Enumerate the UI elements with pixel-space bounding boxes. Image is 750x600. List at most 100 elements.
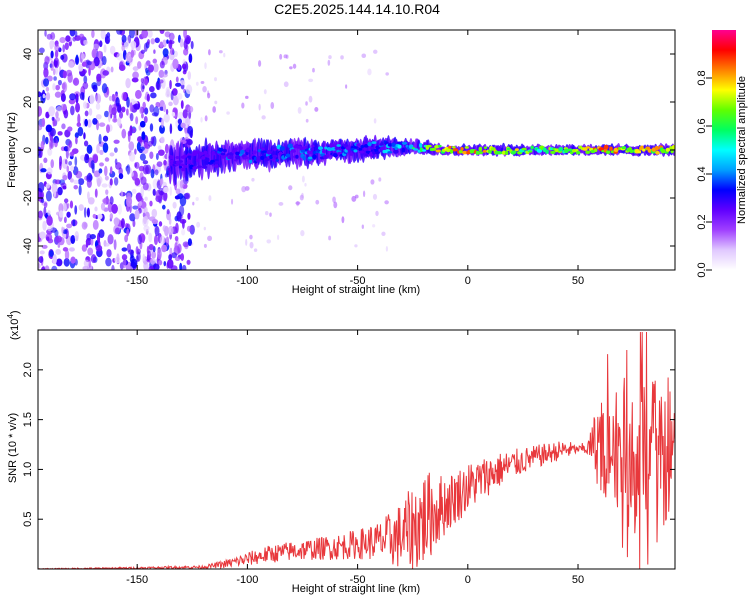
spectrogram-cell xyxy=(83,259,90,268)
spectrogram-cell xyxy=(152,58,158,64)
spectrogram-cell xyxy=(55,248,62,255)
spectrogram-cell xyxy=(131,188,137,194)
spectrogram-cell xyxy=(187,238,192,247)
spectrogram-cell xyxy=(351,195,357,202)
spectrogram-xtick-label: 50 xyxy=(572,275,584,287)
spectrogram-cell xyxy=(129,125,133,136)
spectrogram-cell xyxy=(528,150,533,153)
spectrogram-cell xyxy=(83,75,88,84)
spectrogram-cell xyxy=(147,250,152,260)
spectrogram-cell xyxy=(79,92,85,100)
spectrogram-cell xyxy=(38,210,43,219)
spectrogram-cell xyxy=(102,70,110,76)
spectrogram-cell xyxy=(136,141,141,152)
spectrogram-cell xyxy=(92,84,98,93)
spectrogram-cell xyxy=(367,142,372,147)
spectrogram-cell xyxy=(121,247,128,252)
spectrogram-cell xyxy=(205,157,210,162)
spectrogram-cell xyxy=(161,244,168,253)
spectrogram-cell xyxy=(53,57,60,69)
spectrogram-cell xyxy=(88,108,93,116)
spectrogram-cell xyxy=(74,132,79,139)
spectrogram-cell xyxy=(665,147,671,152)
spectrogram-cell xyxy=(290,150,296,153)
spectrogram-cell xyxy=(126,196,133,207)
spectrogram-cell xyxy=(126,108,129,116)
spectrogram-cell xyxy=(148,265,155,270)
spectrogram-cell xyxy=(159,124,165,134)
spectrogram-cell xyxy=(104,35,111,45)
spectrogram-cell xyxy=(295,201,301,205)
colorbar-tick-label: 0.2 xyxy=(696,214,708,229)
spectrogram-cell xyxy=(153,63,159,73)
spectrogram-cell xyxy=(66,165,70,173)
spectrogram-cell xyxy=(75,102,80,113)
spectrogram-cell xyxy=(181,63,187,70)
spectrogram-cell xyxy=(642,148,646,152)
spectrogram-cell xyxy=(92,43,100,50)
spectrogram-cell xyxy=(132,66,139,71)
spectrogram-cell xyxy=(43,202,48,208)
spectrogram-cell xyxy=(311,144,316,148)
spectrogram-cell xyxy=(211,150,216,156)
spectrogram-cell xyxy=(45,124,53,133)
spectrogram-cell xyxy=(51,116,55,121)
spectrogram-cell xyxy=(129,30,135,39)
spectrogram-cell xyxy=(70,165,75,172)
spectrogram-cell xyxy=(62,174,68,181)
spectrogram-cell xyxy=(210,159,216,163)
spectrogram-cell xyxy=(169,123,173,135)
spectrogram-cell xyxy=(59,36,66,44)
spectrogram-cell xyxy=(183,48,189,56)
spectrogram-cell xyxy=(327,59,331,66)
spectrogram-cell xyxy=(81,221,88,230)
spectrogram-cell xyxy=(88,174,93,181)
spectrogram-cell xyxy=(170,90,174,101)
spectrogram-cell xyxy=(218,147,224,152)
spectrogram-cell xyxy=(245,95,249,99)
snr-xtick-label: -150 xyxy=(126,574,148,586)
spectrogram-cell xyxy=(61,123,66,130)
spectrogram-cell xyxy=(201,165,208,169)
spectrogram-cell xyxy=(86,60,92,66)
spectrogram-cell xyxy=(163,113,170,123)
spectrogram-cell xyxy=(261,150,267,154)
spectrogram-cell xyxy=(445,147,451,153)
spectrogram-cell xyxy=(261,115,266,120)
spectrogram-cell xyxy=(143,215,147,225)
spectrogram-cell xyxy=(109,166,113,174)
spectrogram-cell xyxy=(94,206,98,212)
spectrogram-cell xyxy=(96,175,103,185)
spectrogram-cell xyxy=(105,189,109,195)
spectrogram-cell xyxy=(326,153,330,157)
spectrogram-cell xyxy=(86,144,93,155)
spectrogram-cell xyxy=(234,159,238,162)
spectrogram-cell xyxy=(371,141,377,144)
spectrogram-cell xyxy=(44,30,47,37)
spectrogram-cell xyxy=(266,149,272,155)
spectrogram-cell xyxy=(69,200,74,209)
spectrogram-cell xyxy=(104,242,110,247)
spectrogram-cell xyxy=(384,200,389,205)
spectrogram-cell xyxy=(87,197,95,205)
spectrogram-cell xyxy=(81,244,87,252)
spectrogram-cell xyxy=(362,190,366,198)
colorbar-label: Normalized spectral amplitude xyxy=(736,76,748,224)
spectrogram-cell xyxy=(168,32,175,41)
spectrogram-cell xyxy=(283,54,288,59)
spectrogram-cell xyxy=(143,206,148,214)
spectrogram-cell xyxy=(187,159,192,164)
spectrogram-cell xyxy=(144,78,148,86)
spectrogram-cell xyxy=(108,111,111,123)
spectrogram-cell xyxy=(45,136,49,145)
spectrogram-cell xyxy=(385,246,389,252)
spectrogram-cell xyxy=(84,110,89,117)
spectrogram-cell xyxy=(204,153,210,158)
spectrogram-cell xyxy=(84,154,90,164)
spectrogram-cell xyxy=(38,146,42,157)
spectrogram-cell xyxy=(126,228,130,237)
snr-xtick-label: -50 xyxy=(350,574,366,586)
spectrogram-cell xyxy=(186,259,191,265)
spectrogram-cell xyxy=(57,131,63,136)
spectrogram-cell xyxy=(185,84,193,95)
